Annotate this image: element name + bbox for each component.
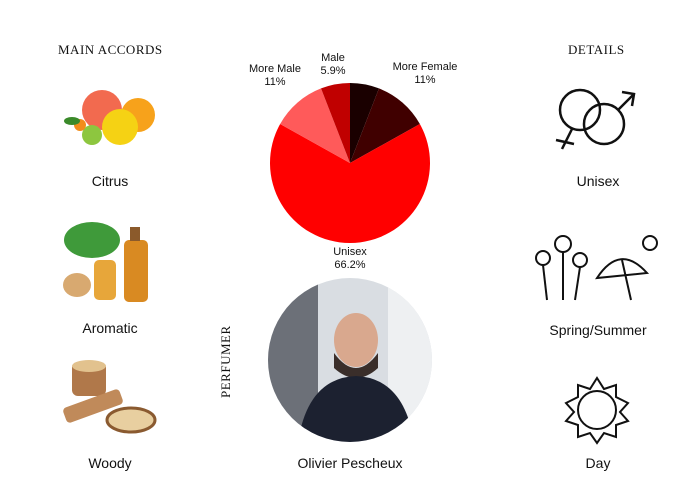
perfumer-heading: PERFUMER <box>218 325 233 398</box>
detail-unisex: Unisex <box>576 173 620 189</box>
sun-icon <box>564 376 630 445</box>
accord-woody: Woody <box>88 455 132 471</box>
pie-slice-male <box>321 83 350 163</box>
label-more-male: More Male 11% <box>249 63 301 88</box>
herbs-oil-icon <box>63 222 148 302</box>
details-heading: DETAILS <box>568 42 625 57</box>
perfumer-name: Olivier Pescheux <box>297 455 403 471</box>
main-accords-heading: MAIN ACCORDS <box>58 42 163 57</box>
label-male: Male 5.9% <box>320 52 346 77</box>
accord-citrus: Citrus <box>91 173 129 189</box>
label-unisex: Unisex 66.2% <box>333 246 367 271</box>
detail-time: Day <box>585 455 611 471</box>
pie-slice-more-female <box>350 88 420 163</box>
pie-slice-unlabeled <box>350 83 379 163</box>
label-more-female: More Female 11% <box>392 61 458 86</box>
accord-aromatic: Aromatic <box>82 320 138 336</box>
gender-symbols-icon <box>555 88 636 150</box>
detail-season: Spring/Summer <box>549 322 647 338</box>
pie-slice-unisex <box>270 124 430 244</box>
flowers-umbrella-icon <box>535 235 658 301</box>
pie-slice-more-male <box>280 88 350 163</box>
perfumer-photo <box>268 278 432 442</box>
gender-pie-chart <box>270 83 430 244</box>
citrus-fruits-icon <box>64 90 155 145</box>
wood-logs-icon <box>63 360 157 434</box>
